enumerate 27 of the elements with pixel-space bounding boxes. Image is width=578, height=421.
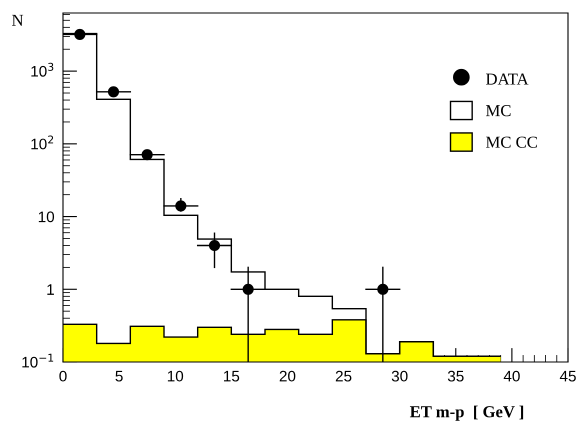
x-tick-label: 15 [224,370,240,382]
legend-label: MC [486,105,511,116]
y-tick-label: 10 [38,211,54,222]
legend-label: DATA [486,74,528,85]
x-tick-label: 35 [448,370,464,382]
y-axis-title: N [12,14,24,26]
x-tick-label: 10 [168,370,184,382]
point [208,240,220,252]
point [108,86,120,98]
point [175,200,186,212]
x-tick-label: 25 [336,370,352,382]
x-axis-title: ET m-p [ GeV ] [410,406,524,421]
y-tick-label: 1 [47,284,54,295]
point [242,284,254,295]
x-tick-label: 45 [560,370,576,382]
x-tick-label: 40 [504,370,520,382]
y-tick-label: 10$^{2}$ [31,135,54,150]
x-tick-label: 5 [115,370,123,382]
x-tick-label: 20 [280,370,296,382]
point [142,149,153,160]
point [377,284,388,295]
point [74,28,86,40]
x-tick-label: 0 [59,370,67,382]
legend-label: MC CC [486,136,537,148]
x-tick-label: 30 [392,370,408,382]
y-tick-label: 10$^{−1}$ [22,354,54,368]
y-tick-label: 10$^{3}$ [31,62,54,77]
